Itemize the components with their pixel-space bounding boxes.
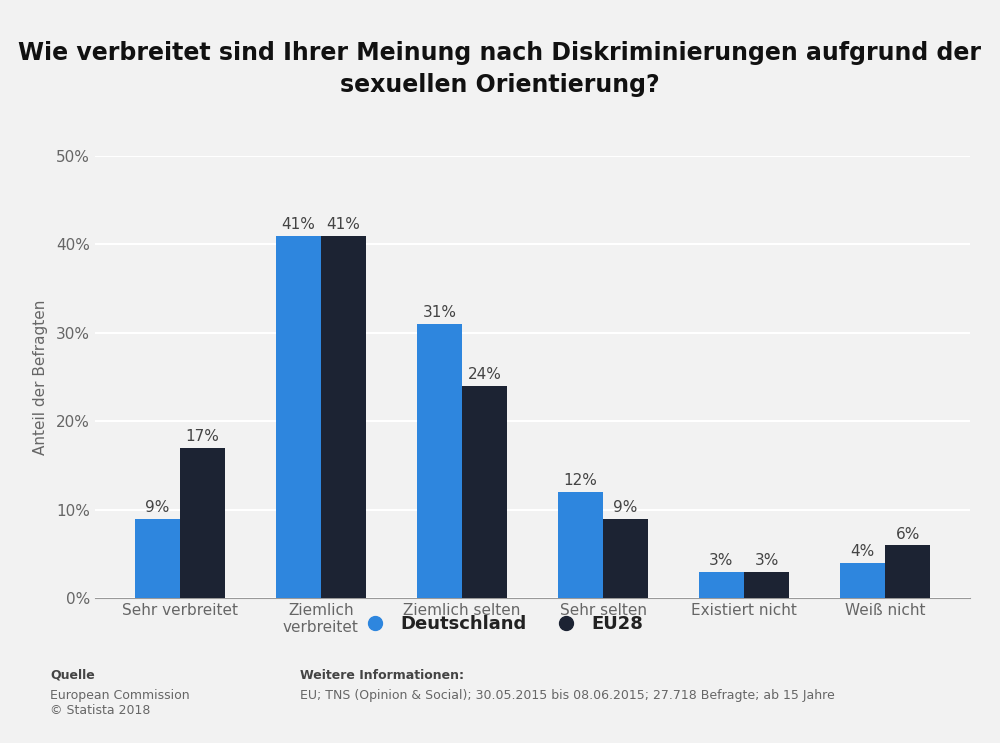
Text: 17%: 17% — [186, 429, 219, 444]
Bar — [321, 236, 366, 598]
Text: 6%: 6% — [895, 527, 920, 542]
Bar — [840, 562, 885, 598]
Text: 3%: 3% — [754, 553, 779, 568]
Text: Wie verbreitet sind Ihrer Meinung nach Diskriminierungen aufgrund der
sexuellen : Wie verbreitet sind Ihrer Meinung nach D… — [18, 41, 982, 97]
Text: 9%: 9% — [145, 500, 170, 515]
Bar — [603, 519, 648, 598]
Bar — [135, 519, 180, 598]
Text: Weitere Informationen:: Weitere Informationen: — [300, 669, 464, 681]
Text: 24%: 24% — [468, 367, 501, 383]
Text: 41%: 41% — [281, 217, 315, 232]
Text: 12%: 12% — [564, 473, 597, 488]
Bar — [699, 571, 744, 598]
Legend: Deutschland, EU28: Deutschland, EU28 — [357, 615, 643, 633]
Text: 3%: 3% — [709, 553, 734, 568]
Text: European Commission
© Statista 2018: European Commission © Statista 2018 — [50, 689, 190, 717]
Text: Quelle: Quelle — [50, 669, 95, 681]
Text: 41%: 41% — [327, 217, 360, 232]
Bar — [417, 324, 462, 598]
Text: 31%: 31% — [422, 305, 456, 320]
Bar — [744, 571, 789, 598]
Y-axis label: Anteil der Befragten: Anteil der Befragten — [33, 299, 48, 455]
Bar — [558, 492, 603, 598]
Bar — [462, 386, 507, 598]
Text: EU; TNS (Opinion & Social); 30.05.2015 bis 08.06.2015; 27.718 Befragte; ab 15 Ja: EU; TNS (Opinion & Social); 30.05.2015 b… — [300, 689, 835, 701]
Text: 9%: 9% — [613, 500, 638, 515]
Bar — [276, 236, 321, 598]
Text: 4%: 4% — [850, 544, 875, 559]
Bar — [180, 448, 225, 598]
Bar — [885, 545, 930, 598]
